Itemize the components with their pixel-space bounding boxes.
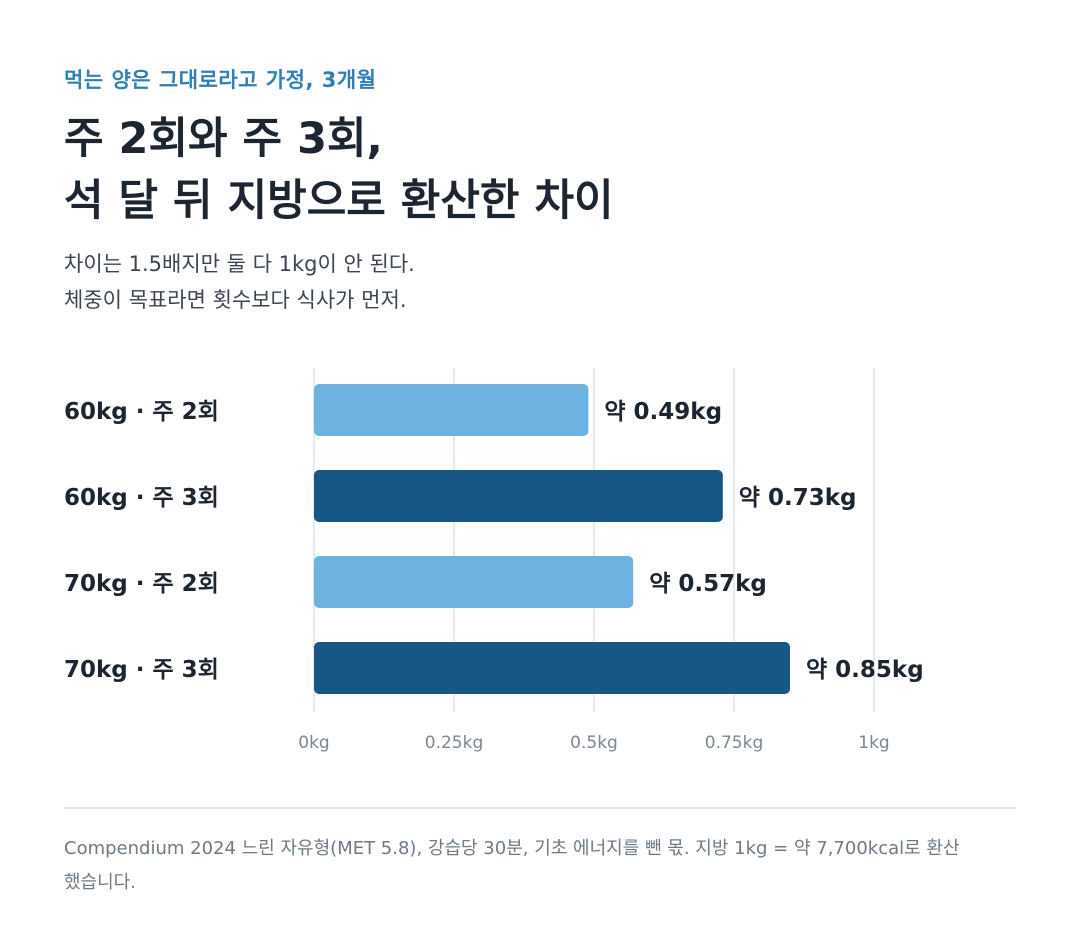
data-label: 약 0.57kg (649, 571, 767, 597)
subtitle-line-1: 차이는 1.5배지만 둘 다 1kg이 안 된다. (64, 252, 415, 276)
x-tick-label: 0.25kg (425, 733, 484, 753)
bar (314, 470, 723, 522)
subtitle-line-2: 체중이 목표라면 횟수보다 식사가 먼저. (64, 288, 407, 312)
bar-chart: 0kg 0.25kg 0.5kg 0.75kg 1kg 60kg · 주 2회 약 0.49… (64, 368, 924, 753)
category-label: 70kg · 주 2회 (64, 571, 219, 597)
x-tick-label: 0.5kg (570, 733, 618, 753)
category-label: 60kg · 주 2회 (64, 399, 219, 425)
data-label: 약 0.85kg (806, 657, 924, 683)
kicker: 먹는 양은 그대로라고 가정, 3개월 (64, 68, 377, 92)
x-tick-label: 0.75kg (705, 733, 764, 753)
footnote: Compendium 2024 느린 자유형(MET 5.8), 강습당 30분… (64, 838, 960, 893)
subtitle: 차이는 1.5배지만 둘 다 1kg이 안 된다. 체중이 목표라면 횟수보다 … (64, 246, 1024, 318)
title-line-2: 석 달 뒤 지방으로 환산한 차이 (64, 176, 614, 226)
bar (314, 384, 589, 436)
category-label: 60kg · 주 3회 (64, 485, 219, 511)
title-line-1: 주 2회와 주 3회, (64, 114, 383, 164)
divider (64, 807, 1016, 809)
bar (314, 642, 790, 694)
bar (314, 556, 634, 608)
chart-title: 주 2회와 주 3회, 석 달 뒤 지방으로 환산한 차이 (64, 108, 1024, 232)
data-label: 약 0.49kg (604, 399, 722, 425)
x-tick-label: 1kg (858, 733, 889, 753)
data-label: 약 0.73kg (739, 485, 857, 511)
x-tick-label: 0kg (298, 733, 329, 753)
category-label: 70kg · 주 3회 (64, 657, 219, 683)
